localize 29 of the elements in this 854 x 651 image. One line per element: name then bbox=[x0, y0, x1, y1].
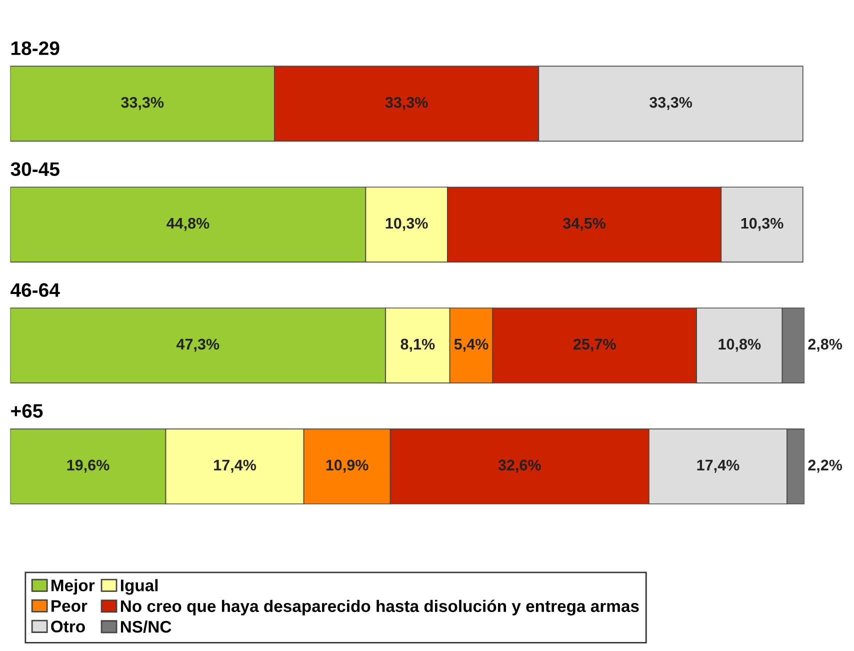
data-label: 44,8% bbox=[166, 218, 210, 231]
y-tick-label: 18-29 bbox=[11, 41, 60, 56]
legend-label: Peor bbox=[52, 600, 88, 612]
y-tick-label: 30-45 bbox=[10, 162, 60, 176]
data-label: 17,4% bbox=[697, 460, 740, 473]
legend-label: Igual bbox=[120, 579, 158, 595]
data-label: 17,4% bbox=[214, 460, 256, 473]
legend-label: Mejor bbox=[52, 579, 95, 595]
data-label: 10,9% bbox=[326, 460, 368, 473]
legend-label: Otro bbox=[51, 620, 85, 632]
data-label: 5,4% bbox=[454, 338, 488, 352]
data-label: 10,3% bbox=[741, 218, 784, 231]
y-tick-label: 46-64 bbox=[10, 283, 60, 297]
data-label: 2,8% bbox=[808, 338, 842, 352]
legend-label: No creo que haya desaparecido hasta disolución y entrega armas bbox=[120, 600, 639, 616]
data-label: 10,8% bbox=[718, 338, 761, 352]
data-label: 33,3% bbox=[649, 96, 692, 110]
data-label: 33,3% bbox=[385, 96, 428, 110]
data-label: 10,3% bbox=[386, 218, 428, 231]
y-tick-label: +65 bbox=[11, 404, 43, 418]
data-label: 19,6% bbox=[67, 460, 110, 473]
data-label: 34,5% bbox=[562, 218, 606, 231]
data-label: 32,6% bbox=[498, 460, 541, 473]
data-label: 33,3% bbox=[121, 96, 164, 110]
legend-label: NS/NC bbox=[120, 620, 172, 633]
data-label: 2,2% bbox=[808, 460, 842, 473]
data-label: 47,3% bbox=[176, 338, 220, 352]
data-label: 8,1% bbox=[400, 338, 435, 352]
data-label: 25,7% bbox=[573, 338, 616, 352]
